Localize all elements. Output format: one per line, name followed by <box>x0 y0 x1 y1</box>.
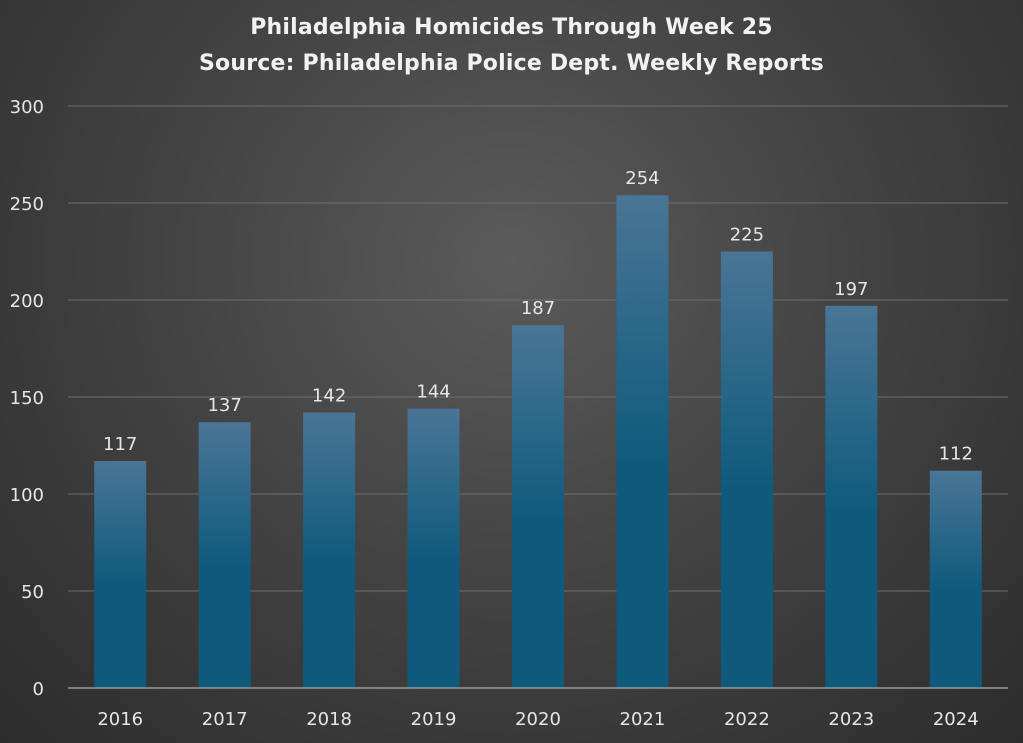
bar-2020 <box>512 325 564 688</box>
data-label: 144 <box>416 382 450 403</box>
x-tick-label: 2019 <box>411 709 457 730</box>
x-tick-label: 2023 <box>828 709 874 730</box>
y-tick-label: 50 <box>21 582 44 603</box>
y-tick-label: 100 <box>10 485 44 506</box>
x-tick-label: 2024 <box>933 709 979 730</box>
data-label: 197 <box>834 279 868 300</box>
data-label: 225 <box>730 225 764 246</box>
x-tick-label: 2018 <box>306 709 352 730</box>
x-tick-label: 2021 <box>620 709 666 730</box>
bars <box>94 195 982 689</box>
y-tick-label: 200 <box>10 291 44 312</box>
y-tick-label: 0 <box>33 679 44 700</box>
bar-2024 <box>929 470 982 688</box>
x-tick-label: 2017 <box>202 709 248 730</box>
bar-2017 <box>198 422 251 688</box>
data-label: 254 <box>625 168 659 189</box>
x-tick-label: 2022 <box>724 709 770 730</box>
data-label: 142 <box>312 386 346 407</box>
y-tick-label: 150 <box>10 388 44 409</box>
labels: 0 50 100 150 200 250 300 117 2016 137 2017 142 2018 1… <box>10 97 979 730</box>
bar-2023 <box>825 305 878 688</box>
data-label: 117 <box>103 434 137 455</box>
bar-2019 <box>407 408 460 688</box>
y-tick-label: 300 <box>10 97 44 118</box>
x-tick-label: 2020 <box>515 709 561 730</box>
x-tick-label: 2016 <box>97 709 143 730</box>
bar-2022 <box>720 251 773 688</box>
chart-subtitle: Source: Philadelphia Police Dept. Weekly… <box>199 51 824 76</box>
data-label: 112 <box>939 444 973 465</box>
bar-2021 <box>616 195 669 689</box>
bar-2016 <box>94 461 147 688</box>
data-label: 187 <box>521 298 555 319</box>
bar-2018 <box>303 412 356 688</box>
data-label: 137 <box>207 395 241 416</box>
chart-title: Philadelphia Homicides Through Week 25 <box>250 15 773 40</box>
y-tick-label: 250 <box>10 194 44 215</box>
